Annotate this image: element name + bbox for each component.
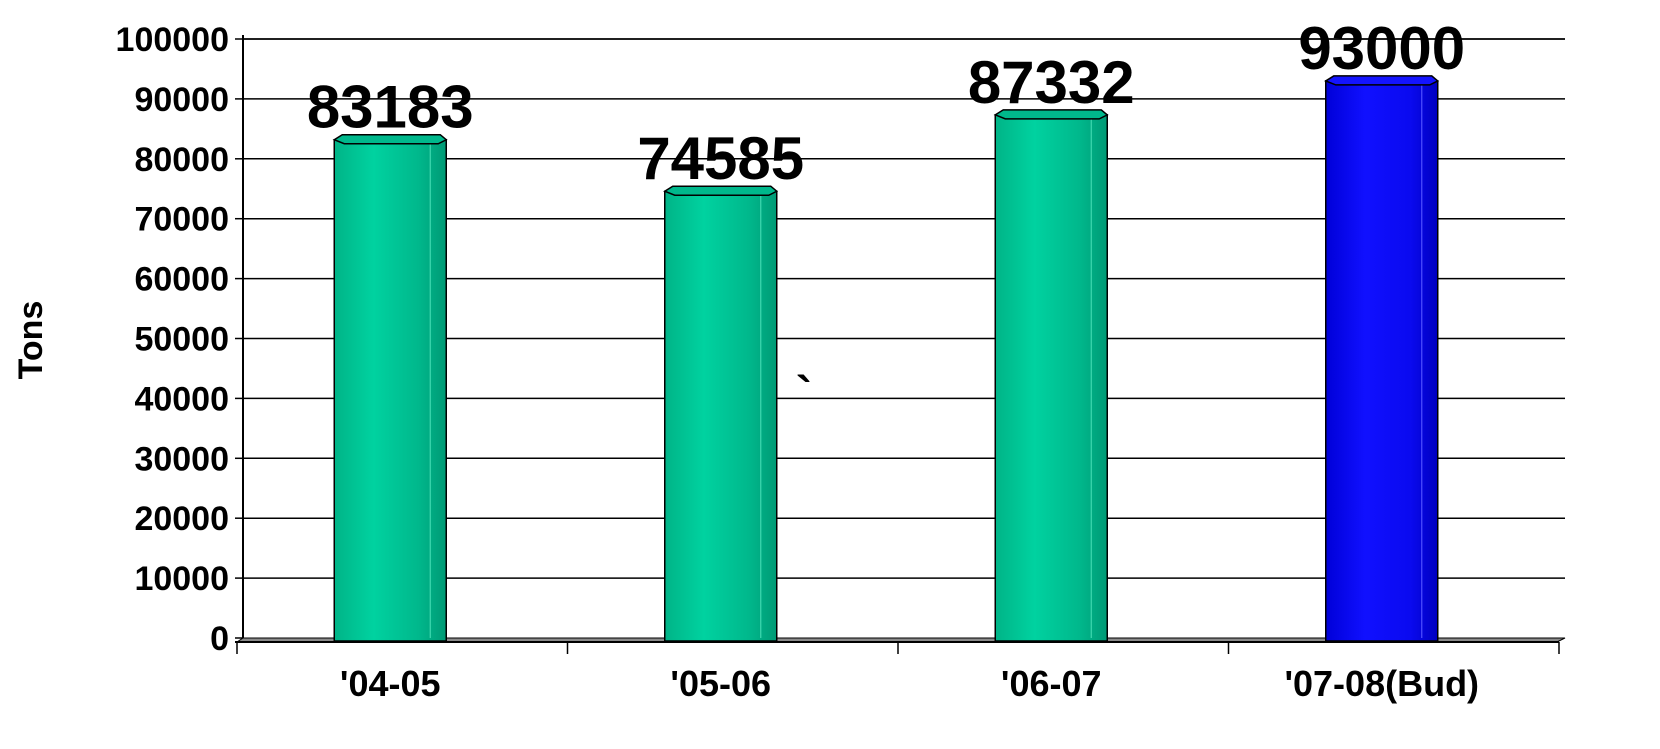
y-tick-label: 60000 [134, 261, 229, 299]
data-label: 87332 [968, 49, 1135, 116]
data-label: 93000 [1298, 15, 1465, 82]
bar-cap [993, 109, 1109, 120]
bar-body [1325, 80, 1439, 642]
y-tick-label: 80000 [134, 141, 229, 179]
y-tick-label: 70000 [134, 201, 229, 239]
y-tick-label: 30000 [134, 440, 229, 478]
bar [332, 133, 448, 642]
y-axis-title: Tons [12, 301, 50, 380]
annotation-mark: ` [796, 368, 812, 421]
bar-body [994, 114, 1108, 642]
data-label: 74585 [637, 125, 804, 192]
axes [235, 35, 1566, 654]
bar [993, 109, 1109, 642]
x-category-label: '04-05 [340, 663, 441, 704]
gridlines [243, 38, 1565, 579]
y-tick-label: 20000 [134, 500, 229, 538]
x-category-label: '06-07 [1001, 663, 1102, 704]
bar-cap [1324, 75, 1440, 86]
x-category-label: '07-08(Bud) [1284, 663, 1479, 704]
bar-cap [663, 185, 779, 196]
y-tick-label: 50000 [134, 321, 229, 359]
y-tick-label: 100000 [116, 21, 229, 59]
y-tick-label: 0 [210, 620, 229, 658]
y-tick-label: 10000 [134, 560, 229, 598]
bars [332, 75, 1440, 642]
x-category-label: '05-06 [670, 663, 771, 704]
y-tick-label: 40000 [134, 380, 229, 418]
bar [1324, 75, 1440, 642]
data-label: 83183 [307, 74, 474, 141]
bar-body [664, 190, 778, 642]
bar [663, 185, 779, 642]
bar-cap [332, 133, 448, 145]
labels: 0 10000 20000 30000 40000 50000 60000 70000 8000… [116, 15, 1480, 704]
y-tick-label: 90000 [134, 81, 229, 119]
bar-body [333, 138, 447, 642]
